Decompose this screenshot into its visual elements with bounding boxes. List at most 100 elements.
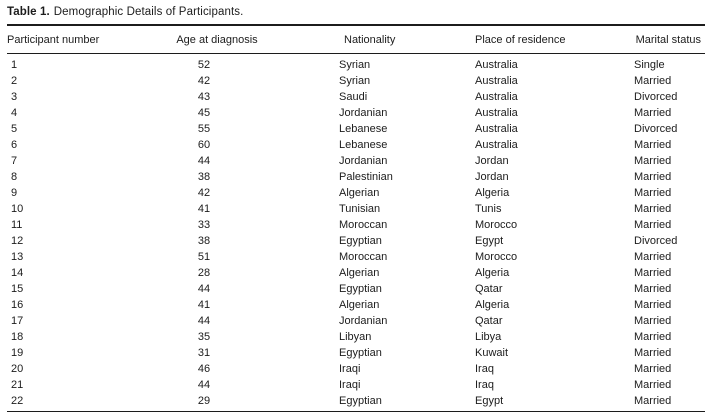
- table-cell-place-of-residence: Kuwait: [475, 347, 509, 359]
- table-cell-participant-number: 16: [11, 299, 24, 311]
- table-row: 15 44 Egyptian Qatar Married: [7, 281, 705, 297]
- table-cell-age-at-diagnosis: 38: [197, 171, 211, 183]
- table-row: 7 44 Jordanian Jordan Married: [7, 153, 705, 169]
- table-cell-participant-number: 19: [11, 347, 24, 359]
- table-cell-participant-number: 18: [11, 331, 24, 343]
- table-cell-nationality: Egyptian: [339, 235, 382, 247]
- table-cell-place-of-residence: Australia: [475, 59, 518, 71]
- table-caption: Table 1. Demographic Details of Participa…: [7, 0, 705, 24]
- table-cell-participant-number: 11: [11, 219, 23, 231]
- table-cell-marital-status: Divorced: [634, 91, 678, 103]
- table-cell-marital-status: Married: [587, 393, 705, 412]
- table-row: 4 45 Jordanian Australia Married: [7, 105, 705, 121]
- table-cell-nationality: Lebanese: [339, 123, 388, 135]
- table-row: 8 38 Palestinian Jordan Married: [7, 169, 705, 185]
- table-cell-age-at-diagnosis: 41: [197, 203, 211, 215]
- table-cell-age-at-diagnosis: 46: [197, 363, 211, 375]
- table-cell-marital-status: Married: [634, 155, 672, 167]
- table-row: 18 35 Libyan Libya Married: [7, 329, 705, 345]
- table-cell-marital-status: Married: [634, 107, 672, 119]
- table-cell-age-at-diagnosis: 33: [197, 219, 211, 231]
- table-cell-place-of-residence: Algeria: [475, 299, 510, 311]
- table-cell-participant-number: 8: [11, 171, 18, 183]
- table-cell-place-of-residence: Morocco: [475, 219, 518, 231]
- table-row: 3 43 Saudi Australia Divorced: [7, 89, 705, 105]
- table-cell-age-at-diagnosis: 41: [197, 299, 211, 311]
- column-header-marital-status: Marital status: [587, 25, 705, 54]
- table-cell-participant-number: 15: [11, 283, 24, 295]
- table-cell-nationality: Iraqi: [339, 379, 361, 391]
- table-cell-participant-number: 7: [11, 155, 18, 167]
- table-cell-nationality: Syrian: [339, 59, 371, 71]
- table-cell-age-at-diagnosis: 38: [197, 235, 211, 247]
- table-cell-marital-status: Married: [634, 203, 672, 215]
- table-cell-age-at-diagnosis: 31: [197, 347, 211, 359]
- table-cell-place-of-residence: Australia: [475, 123, 518, 135]
- table-cell-marital-status: Divorced: [634, 123, 678, 135]
- table-cell-place-of-residence: Tunis: [475, 203, 502, 215]
- table-header-row: Participant number Age at diagnosis Nation…: [7, 25, 705, 54]
- table-cell-place-of-residence: Egypt: [475, 235, 504, 247]
- table-cell-nationality: Jordanian: [339, 315, 388, 327]
- column-header-age-at-diagnosis: Age at diagnosis: [165, 25, 269, 54]
- table-cell-place-of-residence: Iraq: [475, 379, 494, 391]
- table-cell-nationality: Iraqi: [339, 363, 361, 375]
- table-cell-nationality: Algerian: [339, 299, 380, 311]
- table-cell-marital-status: Married: [634, 267, 672, 279]
- table-cell-nationality: Lebanese: [339, 139, 388, 151]
- table-cell-nationality: Palestinian: [339, 171, 393, 183]
- table-row: 5 55 Lebanese Australia Divorced: [7, 121, 705, 137]
- table-cell-age-at-diagnosis: 52: [197, 59, 211, 71]
- table-cell-place-of-residence: Morocco: [475, 251, 518, 263]
- table-row: 14 28 Algerian Algeria Married: [7, 265, 705, 281]
- table-cell-marital-status: Single: [634, 59, 665, 71]
- column-header-nationality: Nationality: [269, 25, 427, 54]
- table-row: 1 52 Syrian Australia Single: [7, 54, 705, 74]
- table-cell-place-of-residence: Libya: [475, 331, 502, 343]
- table-row: 2 42 Syrian Australia Married: [7, 73, 705, 89]
- table-row: 20 46 Iraqi Iraq Married: [7, 361, 705, 377]
- table-cell-marital-status: Married: [634, 75, 672, 87]
- table-cell-nationality: Algerian: [339, 267, 380, 279]
- table-row: 17 44 Jordanian Qatar Married: [7, 313, 705, 329]
- table-row: 22 29 Egyptian Egypt Married: [7, 393, 705, 412]
- table-cell-participant-number: 9: [11, 187, 18, 199]
- table-cell-place-of-residence: Jordan: [475, 155, 509, 167]
- table-cell-place-of-residence: Qatar: [475, 315, 503, 327]
- table-cell-place-of-residence: Jordan: [475, 171, 509, 183]
- table-cell-marital-status: Married: [634, 347, 672, 359]
- table-row: 11 33 Moroccan Morocco Married: [7, 217, 705, 233]
- table-cell-participant-number: 3: [11, 91, 18, 103]
- table-cell-participant-number: 21: [11, 379, 24, 391]
- table-cell-age-at-diagnosis: 42: [197, 75, 211, 87]
- table-cell-nationality: Moroccan: [339, 219, 388, 231]
- table-cell-place-of-residence: Australia: [475, 91, 518, 103]
- table-label: Table 1.: [7, 6, 50, 18]
- table-cell-place-of-residence: Algeria: [475, 267, 510, 279]
- table-body: 1 52 Syrian Australia Single 2 42 Syrian Austral…: [7, 54, 705, 412]
- table-cell-age-at-diagnosis: 44: [197, 315, 211, 327]
- table-row: 12 38 Egyptian Egypt Divorced: [7, 233, 705, 249]
- table-cell-marital-status: Married: [634, 379, 672, 391]
- table-cell-nationality: Egyptian: [339, 283, 382, 295]
- table-cell-nationality: Egyptian: [269, 393, 427, 412]
- table-cell-marital-status: Married: [634, 139, 672, 151]
- table-row: 9 42 Algerian Algeria Married: [7, 185, 705, 201]
- table-cell-marital-status: Married: [634, 171, 672, 183]
- table-cell-age-at-diagnosis: 28: [197, 267, 211, 279]
- table-cell-place-of-residence: Algeria: [475, 187, 510, 199]
- table-cell-age-at-diagnosis: 44: [197, 379, 211, 391]
- table-cell-age-at-diagnosis: 51: [197, 251, 211, 263]
- table-row: 10 41 Tunisian Tunis Married: [7, 201, 705, 217]
- table-cell-place-of-residence: Qatar: [475, 283, 503, 295]
- table-cell-nationality: Moroccan: [339, 251, 388, 263]
- table-cell-nationality: Egyptian: [339, 347, 382, 359]
- demographics-table: Participant number Age at diagnosis Nation…: [7, 24, 705, 412]
- table-cell-marital-status: Married: [634, 251, 672, 263]
- column-header-participant-number: Participant number: [7, 25, 165, 54]
- table-cell-marital-status: Married: [634, 331, 672, 343]
- table-cell-participant-number: 5: [11, 123, 18, 135]
- table-cell-nationality: Syrian: [339, 75, 371, 87]
- table-cell-place-of-residence: Egypt: [427, 393, 587, 412]
